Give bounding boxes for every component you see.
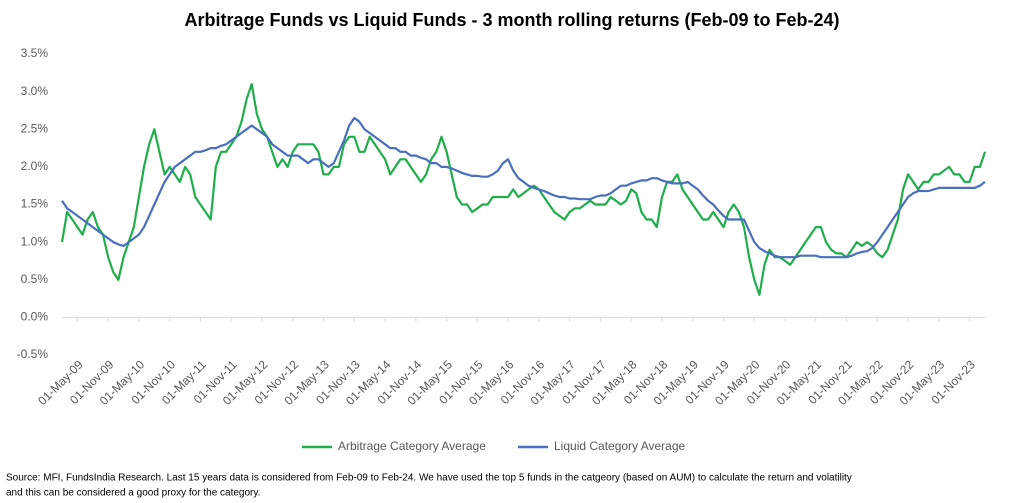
y-tick-label: 3.0% [21, 84, 49, 98]
y-tick-label: 2.0% [21, 159, 49, 173]
chart-title: Arbitrage Funds vs Liquid Funds - 3 mont… [184, 10, 839, 30]
series-line [61, 116, 986, 259]
legend-label: Arbitrage Category Average [338, 439, 486, 453]
series-line [60, 83, 987, 296]
legend-label: Liquid Category Average [554, 439, 686, 453]
y-tick-label: -0.5% [17, 347, 49, 361]
y-tick-label: 0.0% [21, 310, 49, 324]
source-note: and this can be considered a good proxy … [6, 488, 260, 499]
y-tick-label: 2.5% [21, 121, 49, 135]
y-tick-label: 1.0% [21, 234, 49, 248]
y-tick-label: 3.5% [21, 46, 49, 60]
y-tick-label: 0.5% [21, 272, 49, 286]
source-note: Source: MFI, FundsIndia Research. Last 1… [6, 473, 852, 484]
y-tick-label: 1.5% [21, 197, 49, 211]
